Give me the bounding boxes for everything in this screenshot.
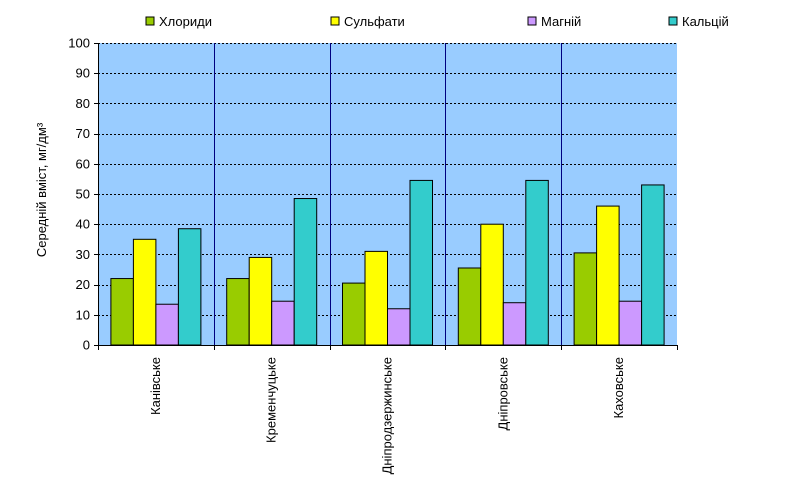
bar-2-4	[480, 223, 504, 346]
legend-label: Хлориди	[159, 14, 212, 29]
category-label: Каховське	[611, 357, 626, 418]
bar-3-3	[387, 308, 411, 346]
y-tick-label: 100	[68, 36, 90, 51]
legend-swatch	[527, 16, 537, 26]
bar-1-5	[573, 252, 598, 346]
bar-1-4	[457, 267, 482, 346]
y-tick-label: 10	[76, 307, 90, 322]
bar-2-2	[248, 256, 273, 346]
bar-4-4	[525, 179, 549, 346]
category-label: Канівське	[148, 357, 163, 415]
y-tick-label: 30	[76, 247, 90, 262]
category-label: Кременчуцьке	[264, 357, 279, 443]
bar-1-1	[110, 278, 134, 346]
category-label: Дніпродзержинське	[380, 357, 395, 474]
x-tick-labels: Канівське Кременчуцьке Дніпродзержинське Дн…	[148, 357, 626, 474]
legend-swatch	[145, 16, 155, 26]
bars	[110, 179, 665, 346]
y-tick-label: 50	[76, 187, 90, 202]
legend-label: Кальцій	[682, 14, 729, 29]
axes	[94, 43, 678, 350]
legend-swatch	[330, 16, 340, 26]
bar-4-5	[641, 184, 665, 346]
category-label: Дніпровське	[495, 357, 510, 430]
y-tick-label: 40	[76, 217, 90, 232]
y-tick-label: 0	[83, 338, 90, 353]
bar-1-3	[342, 282, 366, 346]
category-separators	[214, 43, 562, 345]
legend-label: Магній	[541, 14, 581, 29]
legend-label: Сульфати	[344, 14, 405, 29]
bar-1-2	[226, 278, 250, 346]
y-tick-label: 60	[76, 156, 90, 171]
y-tick-label: 90	[76, 66, 90, 81]
bar-4-1	[177, 228, 202, 346]
bar-2-5	[596, 205, 620, 346]
y-tick-label: 70	[76, 126, 90, 141]
y-tick-labels: 0 10 20 30 40 50 60 70 80 90 100	[68, 36, 90, 353]
legend: Хлориди Сульфати Магній Кальцій	[145, 14, 729, 29]
bar-3-1	[155, 303, 179, 346]
legend-swatch	[668, 16, 678, 26]
bar-3-5	[618, 300, 643, 346]
bar-3-4	[502, 302, 527, 346]
bar-4-2	[293, 198, 318, 346]
bar-2-3	[364, 250, 388, 346]
y-axis-label: Середній вміст, мг/дм³	[34, 122, 49, 257]
bar-4-3	[409, 179, 433, 346]
bar-2-1	[132, 238, 157, 346]
y-tick-label: 20	[76, 277, 90, 292]
y-tick-label: 80	[76, 96, 90, 111]
bar-3-2	[271, 300, 295, 346]
